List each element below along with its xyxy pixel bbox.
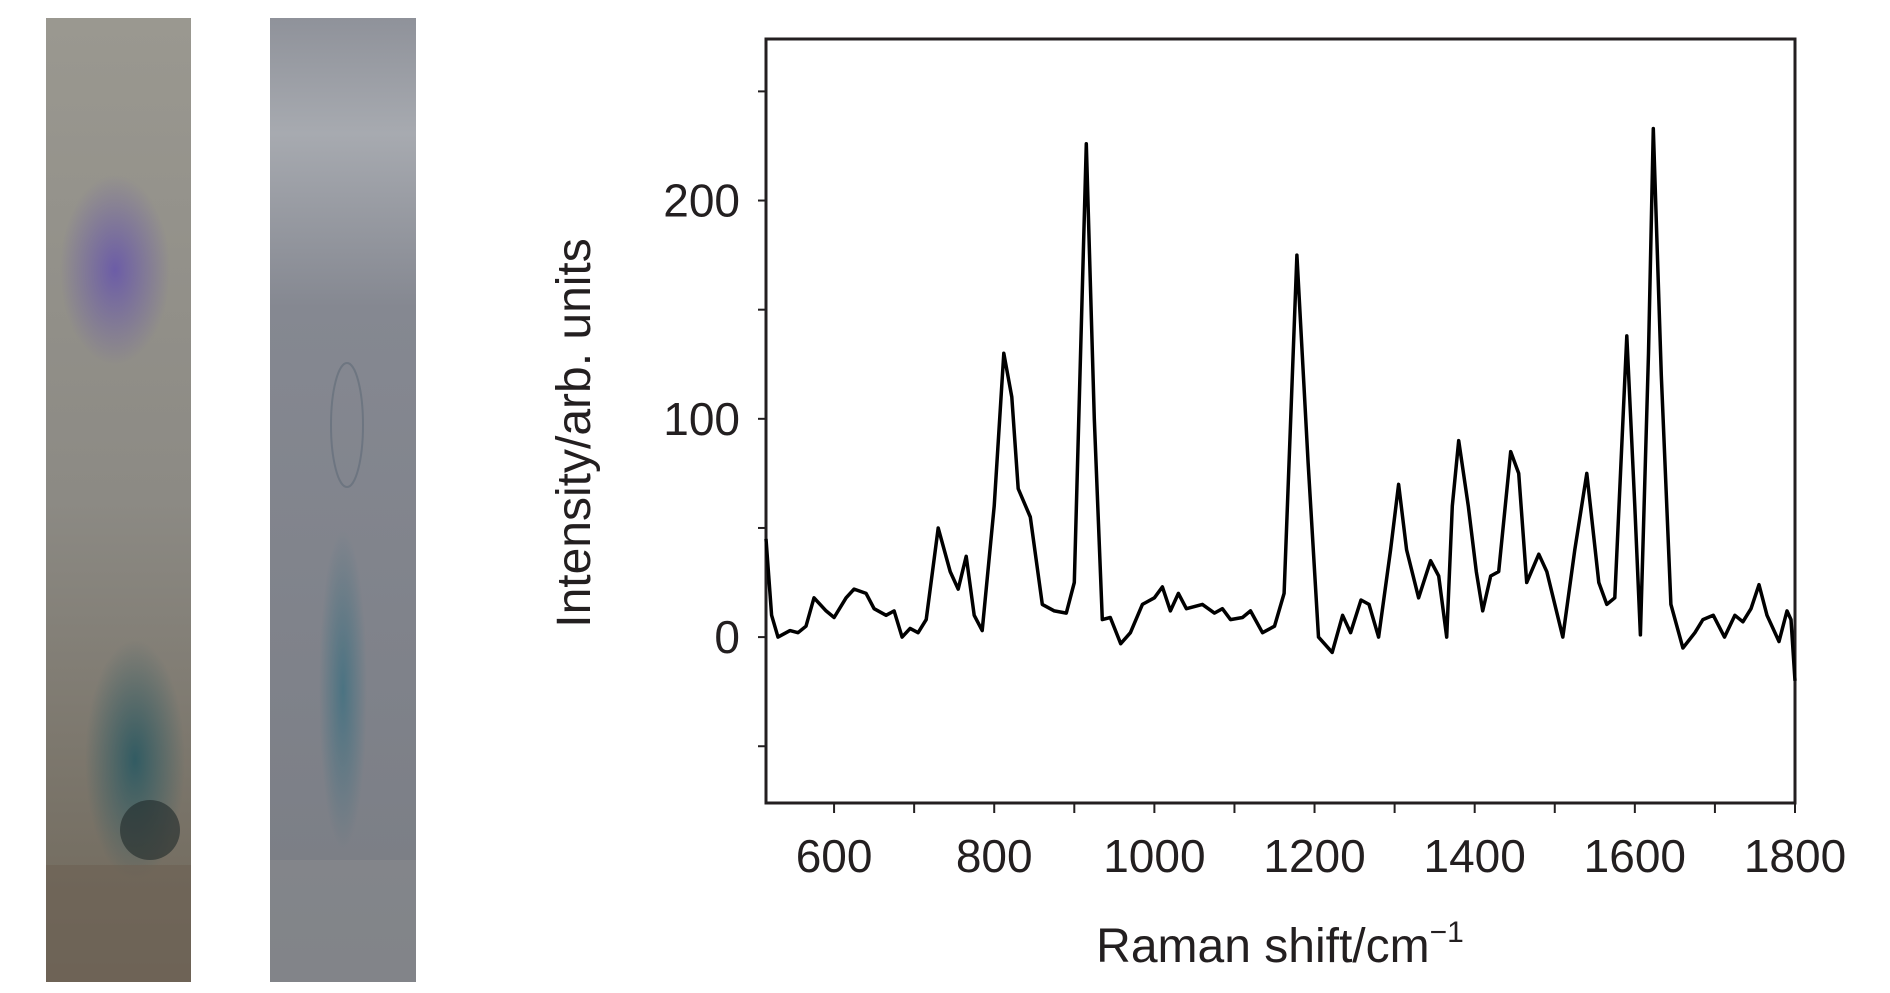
tlc-strip-right-photo xyxy=(270,18,416,982)
spectrum-line xyxy=(764,126,1797,681)
raman-chart: 600 800 1000 1200 1400 1600 1800 0 100 200 Raman … xyxy=(548,37,1846,973)
x-tick-label: 1000 xyxy=(1103,830,1205,882)
y-tick-label: 100 xyxy=(663,393,740,445)
x-tick-label: 1800 xyxy=(1744,830,1846,882)
y-axis-label: Intensity/arb. units xyxy=(548,238,601,628)
x-tick-label: 800 xyxy=(956,830,1033,882)
x-tick-label: 1200 xyxy=(1263,830,1365,882)
plot-frame xyxy=(764,37,1797,805)
y-tick-label: 0 xyxy=(714,611,740,663)
x-axis-label: Raman shift/cm−1 xyxy=(1096,916,1464,973)
y-tick-label: 200 xyxy=(663,175,740,227)
x-tick-label: 1400 xyxy=(1424,830,1526,882)
tlc-strip-left-photo xyxy=(46,18,191,982)
x-tick-label: 1600 xyxy=(1584,830,1686,882)
x-tick-label: 600 xyxy=(796,830,873,882)
